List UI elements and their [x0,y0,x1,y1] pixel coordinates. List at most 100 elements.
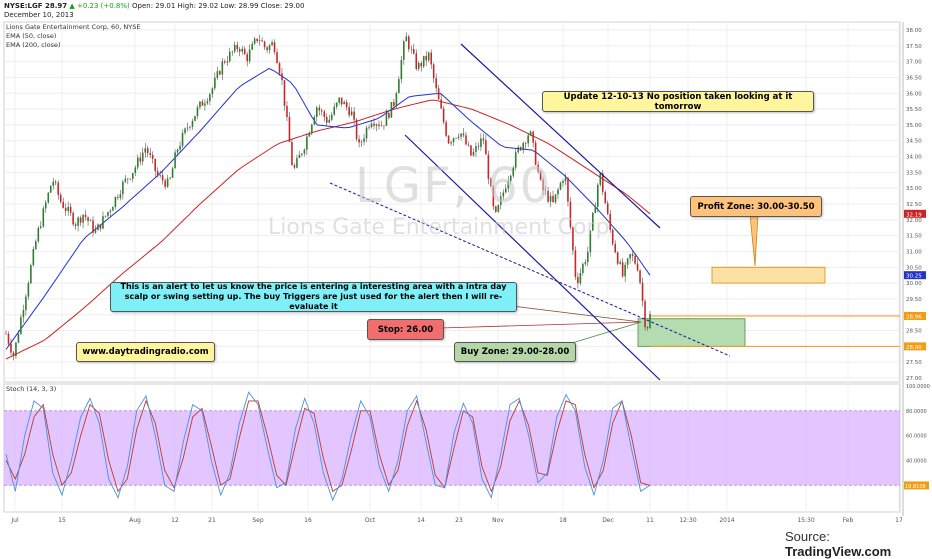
candle-body [417,63,420,69]
candle-body [383,125,385,127]
candle-body [47,192,50,203]
candle-body [552,195,554,203]
price-label-tag [904,311,926,320]
candle-body [589,230,592,253]
candle-body [519,147,522,151]
candle-body [470,145,472,156]
stoch-d-line [5,399,651,493]
candle-body [134,167,137,174]
price-tick-label: 34.50 [906,139,922,145]
candle-body [482,138,485,141]
candle-body [514,152,517,168]
candle-body [495,206,497,212]
candle-body [298,154,301,159]
candle-body [149,153,152,156]
candle-body [17,334,20,343]
candle-body [594,206,597,214]
candle-body [452,138,455,143]
candle-body [420,63,423,67]
candle-body [500,196,502,206]
candle-body [435,78,437,89]
candle-body [104,215,107,217]
candle-body [624,264,626,277]
candle-body [567,177,569,202]
candle-body [224,61,226,63]
candle-body [333,106,336,115]
candle-body [10,343,12,353]
candle-body [273,42,276,53]
price-frame [3,21,901,383]
candle-body [243,48,246,55]
candle-body [40,226,42,228]
price-tick-label: 32.00 [906,218,922,224]
watermark-ticker: LGF, 60 [355,158,553,214]
candle-body [450,142,452,144]
candle-body [353,111,355,120]
candle-body [216,71,219,78]
candle-body [156,171,159,176]
candle-body [395,93,398,106]
candle-body [534,142,537,165]
source-prefix: Source: [785,529,830,544]
candle-body [410,48,413,50]
candle-body [649,313,651,328]
candle-body [206,101,209,104]
candle-body [330,114,333,120]
candle-body [293,165,296,168]
candle-body [358,139,360,143]
candle-body [529,131,532,136]
candle-body [219,71,221,75]
candle-body [422,55,425,67]
candle-body [340,97,343,105]
candle-body [544,190,547,191]
candle-body [144,148,147,153]
candle-body [641,282,644,302]
price-tick-label: 34.00 [906,155,922,161]
candle-body [646,327,649,328]
candle-body [102,216,104,229]
candle-body [537,164,539,172]
candle-body [427,52,430,61]
candle-body [296,158,298,168]
time-tick-label: Jul [10,517,19,524]
stoch-tick-label: 40.0000 [906,458,927,464]
profit-zone-box [711,266,826,284]
price-tick-label: 29.50 [906,297,922,303]
stoch-band [4,410,900,486]
time-tick-label: 16 [304,517,312,524]
candle-body [67,206,69,212]
time-tick-label: 12 [171,517,179,524]
price-tick-label: 32.50 [906,202,922,208]
candle-body [477,146,480,147]
candle-body [343,102,345,105]
price-label-tag [904,342,926,351]
watermark-name: Lions Gate Entertainment Corp [268,215,610,240]
candle-body [457,136,460,138]
candle-body [370,123,373,128]
candle-body [313,116,316,125]
candle-body [258,40,261,42]
candle-body [634,255,636,264]
buy-zone-label: Buy Zone: 29.00-28.00 [454,342,576,362]
candle-body [398,79,400,94]
candle-body [527,135,529,144]
candle-body [316,107,318,117]
time-tick-label: 21 [208,517,216,524]
candle-body [27,283,30,297]
candle-body [562,180,564,183]
candle-body [378,124,380,126]
candle-body [159,175,161,176]
candle-body [460,133,462,137]
price-tick-label: 35.00 [906,123,922,129]
candle-body [487,154,490,179]
candle-body [614,243,616,253]
ema50-layer [5,67,651,350]
candle-body [596,184,599,207]
candle-body [400,59,403,80]
candle-body [629,254,631,259]
candle-body [196,107,199,116]
candle-body [442,108,445,123]
candle-body [82,214,84,223]
price-label-tag [904,271,926,280]
candle-body [517,147,520,153]
